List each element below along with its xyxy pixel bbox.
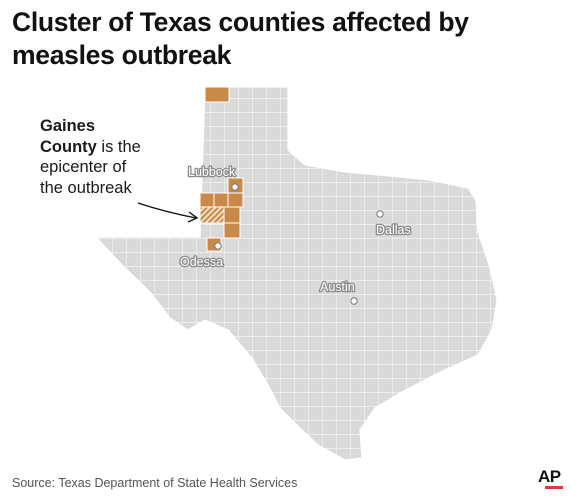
city-marker-austin [350,297,358,305]
affected-county [223,206,241,224]
source-note: Source: Texas Department of State Health… [12,476,298,490]
city-marker-dallas [376,210,384,218]
affected-counties [199,86,244,252]
ap-logo: AP [538,467,561,486]
annotation-arrow [137,202,197,219]
annotation-line-2: County is the [40,137,210,158]
city-marker-odessa [214,242,222,250]
map-title: Cluster of Texas counties affected by me… [12,7,469,70]
annotation-arrowhead [187,211,199,223]
annotation-rest-2: is the [96,137,141,156]
ap-logo-accent-bar [545,486,563,489]
annotation-emphasis-1: Gaines [40,117,96,135]
affected-county [227,192,244,208]
city-label-austin: Austin [320,280,355,294]
epicenter-annotation: Gaines County is the epicenter of the ou… [40,116,210,198]
city-label-lubbock: Lubbock [188,165,236,179]
city-label-dallas: Dallas [376,223,411,237]
annotation-line-1: Gaines [40,116,210,137]
city-label-odessa: Odessa [180,255,223,269]
gaines-county-epicenter [199,206,225,224]
annotation-line-4: the outbreak [40,178,132,197]
city-marker-lubbock [231,183,239,191]
annotation-line-3: epicenter of [40,158,127,176]
affected-county [223,222,241,239]
annotation-emphasis-2: County [40,137,97,156]
affected-county [204,86,230,103]
affected-county [213,192,229,208]
